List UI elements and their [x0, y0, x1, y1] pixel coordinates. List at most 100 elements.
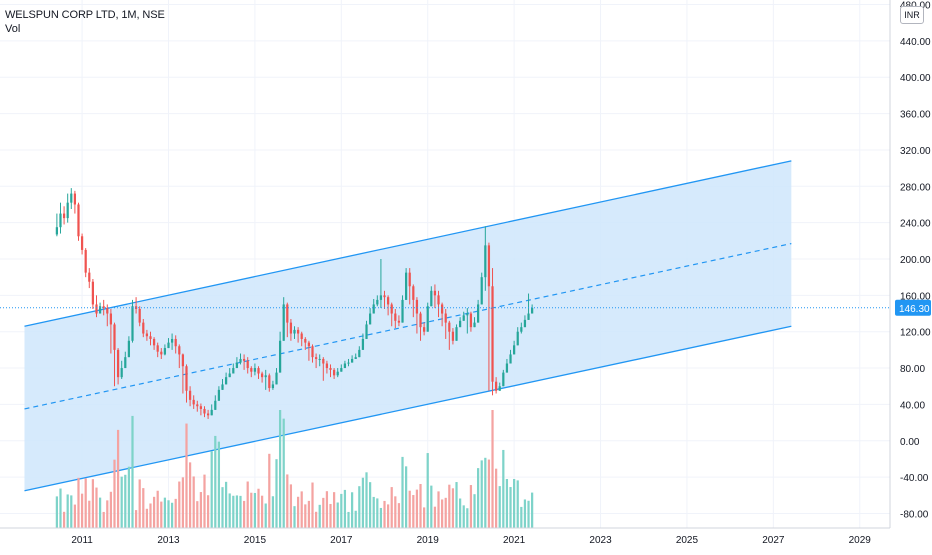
candle-body [372, 304, 375, 314]
volume-bar [408, 490, 411, 528]
candle-body [505, 363, 509, 373]
currency-badge[interactable]: INR [900, 6, 924, 24]
candle-body [102, 306, 105, 309]
candle-body [340, 368, 343, 372]
candle-body [217, 389, 221, 401]
legend: WELSPUN CORP LTD, 1M, NSE Vol [5, 8, 165, 36]
candle-body [498, 386, 501, 391]
y-tick-label: 240.00 [900, 219, 931, 230]
candle-body [437, 295, 440, 305]
candle-body [314, 357, 318, 359]
candle-body [84, 249, 87, 273]
candle-body [131, 306, 134, 341]
y-tick-label: -40.00 [900, 473, 929, 484]
volume-bar [235, 495, 239, 528]
volume-bar [415, 489, 419, 528]
candle-body [484, 245, 487, 278]
volume-bar [253, 492, 257, 528]
volume-bar [509, 487, 512, 528]
candle-body [278, 340, 282, 373]
volume-bar [203, 474, 206, 528]
candle-body [491, 286, 494, 382]
volume-bar [462, 505, 465, 528]
volume-bar [224, 481, 228, 528]
candle-body [239, 358, 242, 363]
candle-body [109, 313, 113, 325]
volume-bar [473, 494, 476, 528]
volume-bar [365, 472, 368, 528]
candle-body [210, 409, 213, 416]
volume-bar [188, 462, 192, 528]
candle-body [307, 342, 311, 347]
volume-bar [152, 496, 156, 528]
candle-body [397, 320, 401, 323]
volume-bar [527, 500, 530, 528]
candle-body [246, 360, 249, 369]
candle-body [134, 306, 138, 309]
volume-bar [214, 435, 217, 528]
volume-bar [80, 493, 84, 528]
x-tick-label: 2021 [503, 535, 526, 546]
candle-body [149, 336, 152, 339]
volume-bar [358, 486, 361, 528]
volume-bar [156, 490, 159, 528]
volume-bar [451, 488, 455, 528]
candle-body [170, 338, 174, 343]
volume-bar [142, 488, 145, 528]
volume-bar [318, 504, 321, 528]
candle-body [127, 340, 131, 358]
volume-bar [495, 468, 498, 528]
candle-body [88, 272, 91, 282]
candle-body [167, 342, 170, 349]
candle-body [322, 358, 325, 364]
volume-label[interactable]: Vol [5, 23, 21, 35]
volume-bar [185, 423, 188, 528]
volume-bar [113, 459, 116, 528]
volume-bar [350, 492, 354, 528]
candle-body [242, 358, 246, 361]
candle-body [282, 304, 285, 341]
volume-bar [477, 468, 480, 528]
volume-bar [354, 510, 357, 528]
volume-bar [127, 466, 131, 528]
candle-body [120, 368, 123, 378]
volume-bar [379, 507, 383, 528]
symbol-title[interactable]: WELSPUN CORP LTD, 1M, NSE [5, 9, 165, 21]
channel-mid-line [24, 242, 792, 410]
candle-body [433, 290, 437, 296]
y-tick-label: 440.00 [900, 37, 931, 48]
candle-body [232, 368, 235, 374]
volume-bar [95, 487, 98, 528]
volume-bar [484, 457, 487, 528]
candle-body [228, 373, 231, 378]
candle-body [95, 304, 98, 314]
volume-bar [98, 497, 102, 528]
candle-body [473, 322, 476, 328]
volume-bar [239, 495, 242, 528]
volume-bar [102, 511, 105, 528]
candle-body [116, 349, 120, 378]
volume-bar [181, 477, 185, 528]
candle-body [419, 313, 422, 328]
candle-body [379, 295, 383, 300]
candle-body [224, 377, 228, 385]
candle-body [462, 315, 465, 321]
candle-body [516, 331, 519, 346]
candle-body [495, 381, 498, 391]
candle-body [181, 354, 185, 367]
volume-bar [322, 497, 325, 528]
volume-bar [444, 497, 447, 528]
volume-bar [513, 478, 516, 528]
y-tick-label: 200.00 [900, 255, 931, 266]
volume-bar [311, 482, 314, 528]
volume-bar [109, 491, 113, 528]
candle-body [206, 413, 210, 416]
candle-body [77, 204, 80, 237]
candle-body [311, 346, 314, 358]
volume-bar [296, 496, 300, 528]
volume-bar [523, 499, 527, 528]
volume-bar [430, 485, 433, 528]
